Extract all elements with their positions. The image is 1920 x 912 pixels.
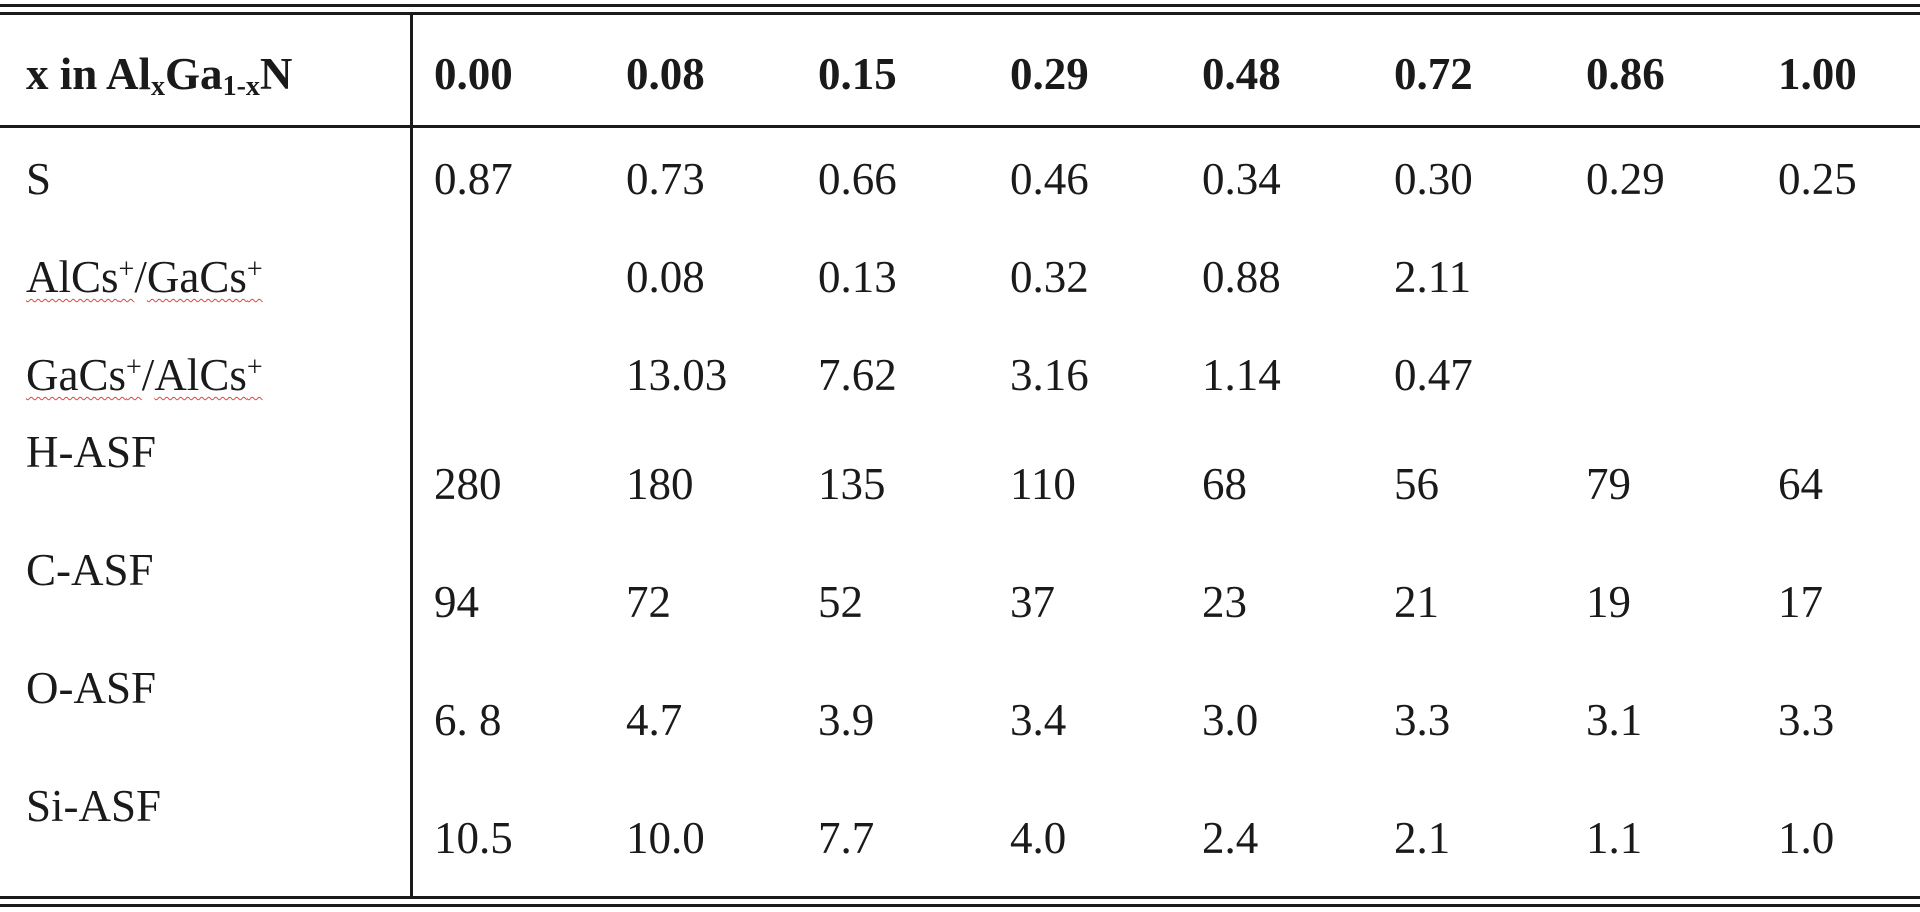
- table-cell: 10.0: [626, 813, 705, 863]
- row-label: H-ASF: [26, 427, 157, 477]
- table-cell: 17: [1778, 577, 1823, 627]
- row-label: S: [26, 154, 52, 204]
- table-cell: 280: [434, 459, 502, 509]
- stub-column-divider: [410, 15, 413, 896]
- column-header: 0.29: [1010, 49, 1089, 99]
- table-cell: 10.5: [434, 813, 513, 863]
- table-cell: 4.7: [626, 695, 683, 745]
- table-cell: 56: [1394, 459, 1439, 509]
- table-cell: 2.1: [1394, 813, 1451, 863]
- column-header: 0.15: [818, 49, 897, 99]
- table-cell: 0.34: [1202, 154, 1281, 204]
- table-cell: 72: [626, 577, 671, 627]
- row-label: AlCs+/GaCs+: [26, 252, 263, 302]
- table-cell: 64: [1778, 459, 1823, 509]
- table-cell: 0.73: [626, 154, 705, 204]
- header-rule: [0, 125, 1920, 128]
- table-cell: 0.08: [626, 252, 705, 302]
- table-cell: 6. 8: [434, 695, 502, 745]
- table-cell: 0.88: [1202, 252, 1281, 302]
- table-cell: 3.4: [1010, 695, 1067, 745]
- row-label: C-ASF: [26, 545, 154, 595]
- table-cell: 1.1: [1586, 813, 1643, 863]
- table-cell: 0.47: [1394, 350, 1473, 400]
- table-cell: 68: [1202, 459, 1247, 509]
- table-cell: 52: [818, 577, 863, 627]
- table-cell: 1.14: [1202, 350, 1281, 400]
- table-cell: 79: [1586, 459, 1631, 509]
- table-cell: 19: [1586, 577, 1631, 627]
- column-header: 0.00: [434, 49, 513, 99]
- table-bottom-rule: [0, 904, 1920, 907]
- table-cell: 13.03: [626, 350, 728, 400]
- table-cell: 110: [1010, 459, 1076, 509]
- table-top-rule: [0, 4, 1920, 7]
- table-cell: 0.87: [434, 154, 513, 204]
- table-cell: 0.32: [1010, 252, 1089, 302]
- table-cell: 21: [1394, 577, 1439, 627]
- row-label: O-ASF: [26, 663, 157, 713]
- table-cell: 0.29: [1586, 154, 1665, 204]
- column-header: 0.86: [1586, 49, 1665, 99]
- column-header: 0.08: [626, 49, 705, 99]
- header-stub-label: x in AlxGa1-xN: [26, 49, 293, 102]
- table-cell: 7.7: [818, 813, 875, 863]
- table-top-rule-inner: [0, 12, 1920, 15]
- table-cell: 4.0: [1010, 813, 1067, 863]
- table-cell: 37: [1010, 577, 1055, 627]
- table-cell: 0.46: [1010, 154, 1089, 204]
- table-cell: 94: [434, 577, 479, 627]
- table-cell: 2.4: [1202, 813, 1259, 863]
- table-cell: 3.1: [1586, 695, 1643, 745]
- table-cell: 23: [1202, 577, 1247, 627]
- table-cell: 0.25: [1778, 154, 1857, 204]
- table-cell: 3.0: [1202, 695, 1259, 745]
- table-cell: 7.62: [818, 350, 897, 400]
- table-cell: 0.66: [818, 154, 897, 204]
- table-cell: 3.16: [1010, 350, 1089, 400]
- row-label: GaCs+/AlCs+: [26, 350, 263, 400]
- table-cell: 0.30: [1394, 154, 1473, 204]
- column-header: 0.72: [1394, 49, 1473, 99]
- table-cell: 135: [818, 459, 886, 509]
- table-cell: 0.13: [818, 252, 897, 302]
- table-cell: 3.3: [1778, 695, 1835, 745]
- table-cell: 2.11: [1394, 252, 1472, 302]
- table-cell: 1.0: [1778, 813, 1835, 863]
- row-label: Si-ASF: [26, 781, 162, 831]
- table-cell: 180: [626, 459, 694, 509]
- table-cell: 3.9: [818, 695, 875, 745]
- column-header: 0.48: [1202, 49, 1281, 99]
- table-cell: 3.3: [1394, 695, 1451, 745]
- column-header: 1.00: [1778, 49, 1857, 99]
- table-bottom-rule-inner: [0, 896, 1920, 899]
